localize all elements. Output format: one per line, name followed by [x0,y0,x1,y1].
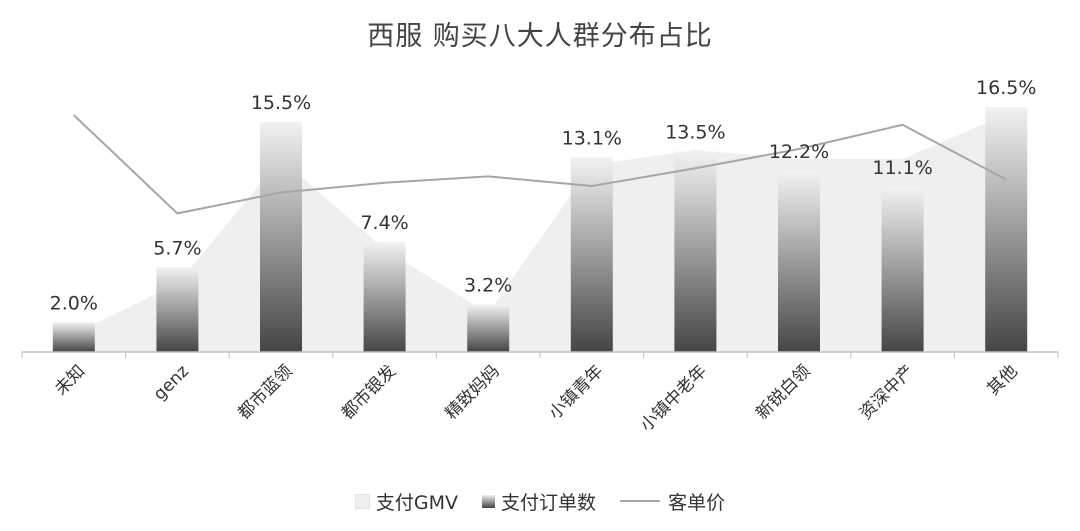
legend-item-gmv[interactable]: 支付GMV [354,488,459,515]
bar-data-label: 2.0% [50,292,98,314]
x-axis [21,351,1059,358]
order-bars-layer [52,107,1028,353]
order-bar[interactable] [156,267,199,352]
legend-item-orders[interactable]: 支付订单数 [482,488,596,515]
data-labels-layer: 2.0% 5.7% 15.5% 7.4% 3.2% 13.1% 13.5% 12.2% 11.1… [50,77,1037,314]
bar-data-label: 11.1% [872,157,932,179]
x-tick-label: 小镇青年 [545,361,607,423]
order-bar[interactable] [985,107,1028,352]
aov-line [73,114,1007,215]
legend-label-gmv: 支付GMV [375,491,459,514]
legend: 支付GMV 支付订单数 客单价 [0,486,1080,516]
bar-data-label: 12.2% [769,141,829,163]
x-tick-label: 资深中产 [856,361,918,423]
x-tick-label: 其他 [984,361,1022,399]
x-tick-label: 小镇中老年 [637,361,711,435]
order-bar[interactable] [881,187,924,352]
x-tick-label: genz [150,361,193,404]
x-tick-label: 精致妈妈 [442,361,504,423]
x-tick-label: 都市银发 [338,361,400,423]
order-bar[interactable] [363,242,406,352]
gmv-area [53,108,1028,352]
order-bar[interactable] [778,170,820,352]
legend-swatch-orders [482,494,496,508]
aov-line-layer [73,114,1007,215]
legend-label-orders: 支付订单数 [501,491,597,514]
bar-data-label: 3.2% [464,274,512,296]
x-tick-labels: 未知 genz 都市蓝领 都市银发 精致妈妈 小镇青年 小镇中老年 新锐白领 资深中产 其他 [51,361,1022,435]
legend-item-aov[interactable]: 客单价 [620,488,725,515]
order-bar[interactable] [674,151,717,352]
order-bar[interactable] [467,304,510,352]
x-tick-label: 都市蓝领 [234,361,296,423]
chart-title: 西服 购买八大人群分布占比 [367,21,713,52]
bar-data-label: 13.1% [562,127,622,149]
bar-data-label: 5.7% [153,237,201,259]
bar-data-label: 13.5% [665,122,725,144]
legend-swatch-aov [620,500,661,502]
order-bar[interactable] [570,157,613,352]
legend-swatch-gmv [354,493,370,509]
x-tick-label: 未知 [51,361,89,399]
order-bar[interactable] [260,121,302,353]
gmv-area-layer [53,108,1028,352]
bar-data-label: 15.5% [251,92,311,114]
bar-data-label: 16.5% [976,77,1036,99]
legend-label-aov: 客单价 [668,491,726,514]
order-bar[interactable] [52,322,95,352]
bar-data-label: 7.4% [360,212,408,234]
x-tick-label: 新锐白领 [752,361,814,423]
